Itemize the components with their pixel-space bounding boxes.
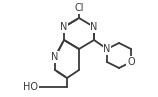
Text: N: N [103, 44, 111, 54]
Text: O: O [127, 57, 135, 67]
Text: N: N [51, 52, 59, 62]
Text: N: N [60, 22, 68, 32]
Text: HO: HO [23, 82, 38, 92]
Text: Cl: Cl [74, 3, 84, 13]
Text: N: N [90, 22, 98, 32]
